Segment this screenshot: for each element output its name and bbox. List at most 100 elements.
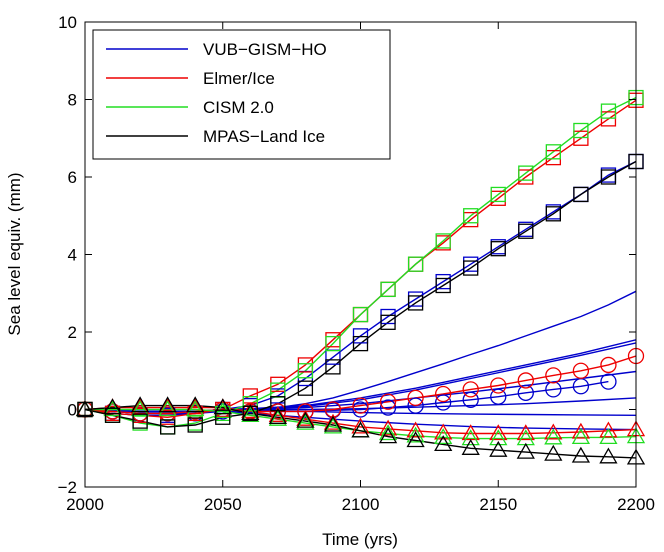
triangle-marker xyxy=(544,444,563,461)
triangle-marker xyxy=(406,431,425,448)
triangle-marker xyxy=(268,405,288,422)
circle-marker xyxy=(490,377,507,394)
square-marker xyxy=(518,165,534,181)
circle-marker xyxy=(352,397,369,414)
circle-marker xyxy=(600,356,617,374)
square-marker xyxy=(352,328,369,344)
triangle-marker xyxy=(571,422,591,439)
square-marker xyxy=(297,380,314,396)
square-marker xyxy=(435,233,451,249)
marker-layer xyxy=(75,89,646,465)
square-marker xyxy=(573,130,589,146)
triangle-marker xyxy=(434,435,453,452)
x-tick-label: 2050 xyxy=(204,495,242,514)
triangle-marker xyxy=(351,417,370,434)
circle-marker xyxy=(517,384,534,401)
triangle-marker xyxy=(461,429,480,446)
x-tick-label: 2150 xyxy=(479,495,517,514)
circle-marker xyxy=(434,394,452,411)
circle-marker xyxy=(352,401,369,418)
triangle-marker xyxy=(489,429,508,446)
triangle-marker xyxy=(323,413,343,430)
circle-marker xyxy=(600,373,617,390)
triangle-marker xyxy=(241,405,260,422)
y-tick-label: 6 xyxy=(68,168,77,187)
square-marker xyxy=(380,314,396,330)
triangle-marker xyxy=(571,428,591,445)
square-marker xyxy=(297,363,314,379)
circle-marker xyxy=(462,381,479,398)
triangle-marker xyxy=(351,421,370,438)
x-axis-label: Time (yrs) xyxy=(322,530,398,549)
triangle-marker xyxy=(544,423,563,440)
square-marker xyxy=(407,295,424,311)
series-line xyxy=(85,160,636,428)
circle-marker xyxy=(462,391,479,408)
x-tick-label: 2000 xyxy=(66,495,104,514)
series-line xyxy=(85,404,636,459)
triangle-marker xyxy=(378,424,398,441)
circle-marker xyxy=(517,372,534,389)
triangle-marker xyxy=(213,398,232,415)
triangle-marker xyxy=(130,396,150,413)
y-tick-label: 0 xyxy=(68,401,77,420)
x-tick-label: 2100 xyxy=(342,495,380,514)
square-marker xyxy=(463,260,479,276)
triangle-marker xyxy=(323,417,343,434)
triangle-marker xyxy=(599,428,618,445)
square-marker xyxy=(380,281,396,298)
square-marker xyxy=(490,186,506,203)
triangle-marker xyxy=(268,409,288,426)
circle-marker xyxy=(545,367,562,384)
circle-marker xyxy=(379,399,397,416)
triangle-marker xyxy=(158,398,177,415)
triangle-marker xyxy=(158,396,177,413)
triangle-marker xyxy=(599,421,618,438)
circle-marker xyxy=(379,393,397,410)
series-line xyxy=(85,160,636,416)
square-marker xyxy=(325,335,341,352)
square-marker xyxy=(573,186,589,203)
square-marker xyxy=(187,417,203,433)
square-marker xyxy=(463,208,479,224)
square-marker xyxy=(600,103,617,119)
square-marker xyxy=(407,256,424,272)
triangle-marker xyxy=(516,424,535,441)
triangle-marker xyxy=(489,424,508,441)
square-marker xyxy=(159,419,176,435)
circle-marker xyxy=(407,389,424,407)
square-marker xyxy=(600,111,617,127)
square-marker xyxy=(104,407,121,423)
y-tick-label: 8 xyxy=(68,91,77,110)
square-marker xyxy=(435,277,451,294)
y-axis-label: Sea level equiv. (mm) xyxy=(5,172,24,335)
triangle-marker xyxy=(378,419,398,436)
square-marker xyxy=(132,413,148,429)
series-line xyxy=(85,355,636,415)
legend-label: MPAS−Land Ice xyxy=(203,127,325,146)
square-marker xyxy=(215,409,231,425)
triangle-marker xyxy=(378,427,398,444)
legend-label: Elmer/Ice xyxy=(203,69,275,88)
triangle-marker xyxy=(186,400,205,417)
legend-box xyxy=(92,29,391,160)
triangle-marker xyxy=(489,440,508,457)
y-tick-label: 10 xyxy=(58,13,77,32)
triangle-marker xyxy=(296,413,315,430)
y-tick-label: 2 xyxy=(68,323,77,342)
square-marker xyxy=(352,335,369,352)
square-marker xyxy=(545,144,561,160)
square-marker xyxy=(600,169,617,185)
y-tick-label: 4 xyxy=(68,246,77,265)
triangle-marker xyxy=(268,407,288,424)
x-tick-label: 2200 xyxy=(617,495,655,514)
circle-marker xyxy=(572,362,590,379)
triangle-marker xyxy=(186,396,205,413)
triangle-marker xyxy=(158,400,177,417)
ticks-layer: 2000 2050 2100 2150 2200 −2 0 2 4 6 8 10 xyxy=(58,13,655,514)
triangle-marker xyxy=(103,398,122,415)
triangle-marker xyxy=(461,438,480,455)
legend-label: VUB−GISM−HO xyxy=(203,40,327,59)
triangle-marker xyxy=(434,423,453,440)
